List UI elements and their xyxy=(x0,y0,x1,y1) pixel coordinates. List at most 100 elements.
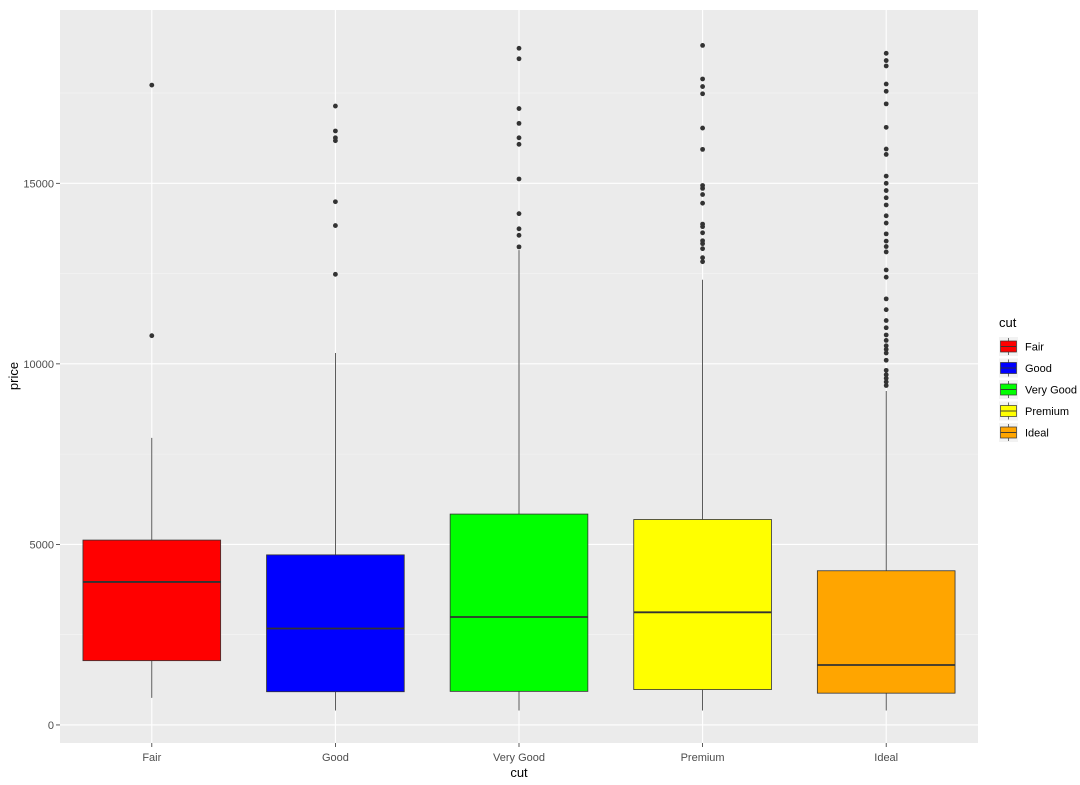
legend-label: Very Good xyxy=(1025,385,1077,397)
outlier-point xyxy=(516,56,522,62)
outlier-point xyxy=(700,238,705,244)
y-tick-label: 5000 xyxy=(30,539,54,551)
outlier-point xyxy=(700,200,705,206)
outlier-point xyxy=(883,318,889,323)
outlier-point xyxy=(883,350,889,356)
outlier-point xyxy=(883,343,889,349)
outlier-point xyxy=(516,141,522,147)
legend-entry: Premium xyxy=(999,401,1069,421)
outlier-point xyxy=(516,45,522,51)
outlier-point xyxy=(700,230,705,236)
box-ideal xyxy=(816,50,956,711)
outlier-point xyxy=(883,152,889,157)
outlier-point xyxy=(883,372,889,378)
x-tick-label: Ideal xyxy=(874,752,898,764)
outlier-point xyxy=(883,367,889,373)
outlier-point xyxy=(516,226,522,232)
outlier-point xyxy=(700,192,705,197)
outlier-point xyxy=(883,81,889,87)
box-good xyxy=(266,103,405,711)
y-axis-title: price xyxy=(6,362,21,390)
outlier-point xyxy=(883,101,889,107)
outlier-point xyxy=(883,238,889,244)
outlier-point xyxy=(883,249,889,255)
outlier-point xyxy=(883,213,889,219)
outlier-point xyxy=(700,42,705,48)
legend-title: cut xyxy=(999,315,1017,330)
outlier-point xyxy=(333,135,338,141)
outlier-point xyxy=(883,173,889,179)
outlier-point xyxy=(883,296,889,302)
outlier-point xyxy=(883,88,889,94)
outlier-point xyxy=(883,383,889,388)
x-tick-label: Very Good xyxy=(493,752,545,764)
outlier-point xyxy=(516,176,522,182)
y-tick-label: 15000 xyxy=(23,178,54,190)
outlier-point xyxy=(516,135,522,141)
outlier-point xyxy=(333,128,338,134)
box-premium xyxy=(633,42,772,711)
outlier-point xyxy=(516,232,522,238)
outlier-point xyxy=(883,124,889,130)
outlier-point xyxy=(883,375,889,381)
outlier-point xyxy=(883,202,889,208)
box-iqr xyxy=(633,519,772,690)
outlier-point xyxy=(883,231,889,237)
outlier-point xyxy=(883,347,889,352)
y-tick-label: 10000 xyxy=(23,359,54,371)
outlier-point xyxy=(700,183,705,188)
outlier-point xyxy=(333,199,338,205)
outlier-point xyxy=(516,106,522,111)
outlier-point xyxy=(883,195,889,201)
outlier-point xyxy=(149,333,155,339)
outlier-point xyxy=(333,223,338,228)
x-axis: Fair Good Very Good Premium Ideal xyxy=(142,743,898,764)
outlier-point xyxy=(700,259,705,265)
legend-label: Good xyxy=(1025,363,1052,375)
box-series xyxy=(82,42,956,711)
outlier-point xyxy=(883,244,889,249)
outlier-point xyxy=(883,307,889,313)
outlier-point xyxy=(883,58,889,63)
box-iqr xyxy=(82,539,222,662)
outlier-point xyxy=(700,91,705,97)
box-iqr xyxy=(816,570,956,694)
outlier-point xyxy=(883,220,889,226)
outlier-point xyxy=(700,84,705,89)
legend-entry: Good xyxy=(999,358,1052,378)
outlier-point xyxy=(883,63,889,69)
outlier-point xyxy=(516,211,522,217)
box-iqr xyxy=(449,513,589,692)
outlier-point xyxy=(883,267,889,273)
outlier-point xyxy=(516,120,522,126)
legend-entry: Fair xyxy=(999,337,1044,356)
outlier-point xyxy=(700,146,705,152)
outlier-point xyxy=(149,82,155,88)
box-iqr xyxy=(266,554,405,693)
outlier-point xyxy=(883,357,889,363)
outlier-point xyxy=(333,103,338,109)
x-axis-title: cut xyxy=(510,765,528,780)
outlier-point xyxy=(883,332,889,338)
y-axis: 0 5000 10000 15000 xyxy=(23,178,60,732)
outlier-point xyxy=(883,50,889,56)
outlier-point xyxy=(883,325,889,331)
outlier-point xyxy=(700,76,705,82)
legend-label: Fair xyxy=(1025,342,1044,354)
outlier-point xyxy=(700,246,705,252)
box-fair xyxy=(82,82,222,698)
legend-label: Premium xyxy=(1025,406,1069,418)
outlier-point xyxy=(883,337,889,343)
box-very-good xyxy=(449,45,589,711)
legend-entry: Very Good xyxy=(999,380,1077,399)
outlier-point xyxy=(883,146,889,152)
legend-entry: Ideal xyxy=(999,423,1049,442)
outlier-point xyxy=(700,125,705,131)
legend-label: Ideal xyxy=(1025,428,1049,440)
x-tick-label: Fair xyxy=(142,752,161,764)
legend: cut Fair Good Very Good Premium Ideal xyxy=(999,315,1077,442)
outlier-point xyxy=(333,271,338,277)
x-tick-label: Good xyxy=(322,752,349,764)
outlier-point xyxy=(883,188,889,193)
